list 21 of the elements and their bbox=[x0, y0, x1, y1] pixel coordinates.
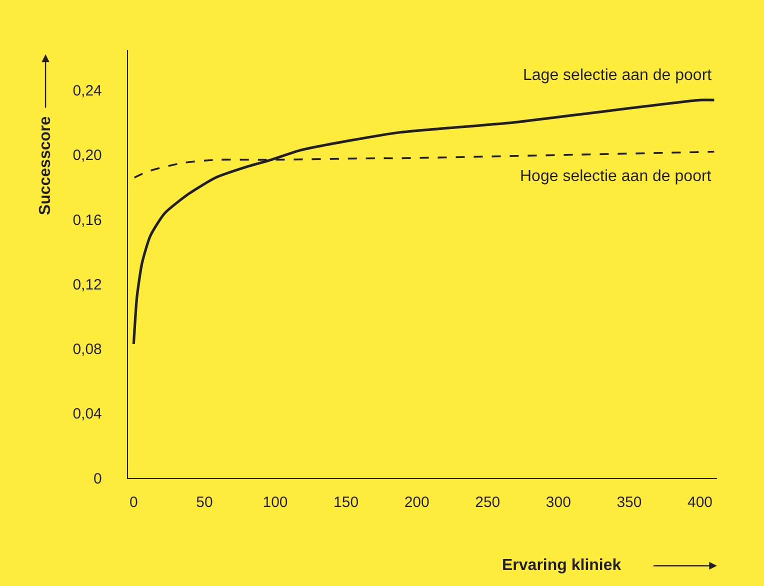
y-tick-label: 0,24 bbox=[72, 82, 102, 100]
x-tick-label: 350 bbox=[616, 494, 642, 512]
x-tick-label: 400 bbox=[687, 494, 713, 512]
y-tick-label: 0,16 bbox=[72, 212, 102, 229]
y-tick-label: 0,08 bbox=[72, 341, 102, 358]
x-tick-label: 150 bbox=[334, 494, 359, 512]
x-axis-title: Ervaring kliniek bbox=[502, 557, 622, 574]
x-tick-label: 200 bbox=[404, 494, 430, 512]
x-tick-label: 0 bbox=[129, 494, 138, 512]
x-tick-label: 300 bbox=[546, 494, 571, 512]
series-label: Hoge selectie aan de poort bbox=[520, 168, 712, 185]
x-tick-label: 250 bbox=[475, 494, 500, 512]
y-tick-label: 0 bbox=[94, 470, 102, 488]
x-tick-label: 100 bbox=[262, 494, 288, 512]
line-series bbox=[132, 98, 716, 346]
y-tick-label: 0,20 bbox=[72, 147, 102, 164]
y-axis-title: Successcore bbox=[36, 116, 54, 216]
y-tick-label: 0,12 bbox=[72, 276, 102, 294]
series-label: Lage selectie aan de poort bbox=[523, 67, 712, 84]
x-tick-label: 50 bbox=[196, 494, 213, 512]
y-tick-label: 0,04 bbox=[72, 406, 102, 423]
